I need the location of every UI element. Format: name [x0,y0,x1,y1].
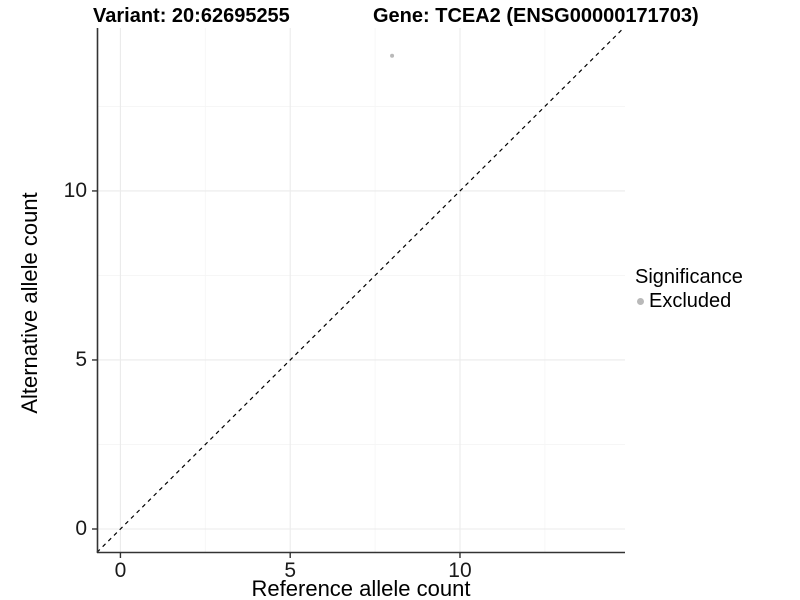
data-point [390,53,395,58]
plot-panel [92,27,625,558]
y-tick-label: 5 [75,347,87,371]
legend-title: Significance [635,266,743,288]
variant-title: Variant: 20:62695255 [93,5,290,27]
y-axis-title: Alternative allele count [17,192,42,414]
identity-line [96,27,625,553]
gene-title: Gene: TCEA2 (ENSG00000171703) [373,5,699,27]
legend-entry-label: Excluded [649,290,732,312]
x-tick-label: 10 [448,559,472,582]
legend-entry: Excluded [635,290,743,312]
scatter-plot-canvas [92,27,625,558]
x-tick-label: 5 [284,559,297,582]
y-tick-label: 10 [63,178,87,202]
legend: Significance Excluded [635,265,743,312]
y-tick-label: 0 [75,516,87,540]
legend-point-icon [637,297,644,305]
legend-entries: Excluded [635,290,743,312]
x-axis-title: Reference allele count [251,576,471,600]
x-tick-label: 0 [114,559,127,582]
